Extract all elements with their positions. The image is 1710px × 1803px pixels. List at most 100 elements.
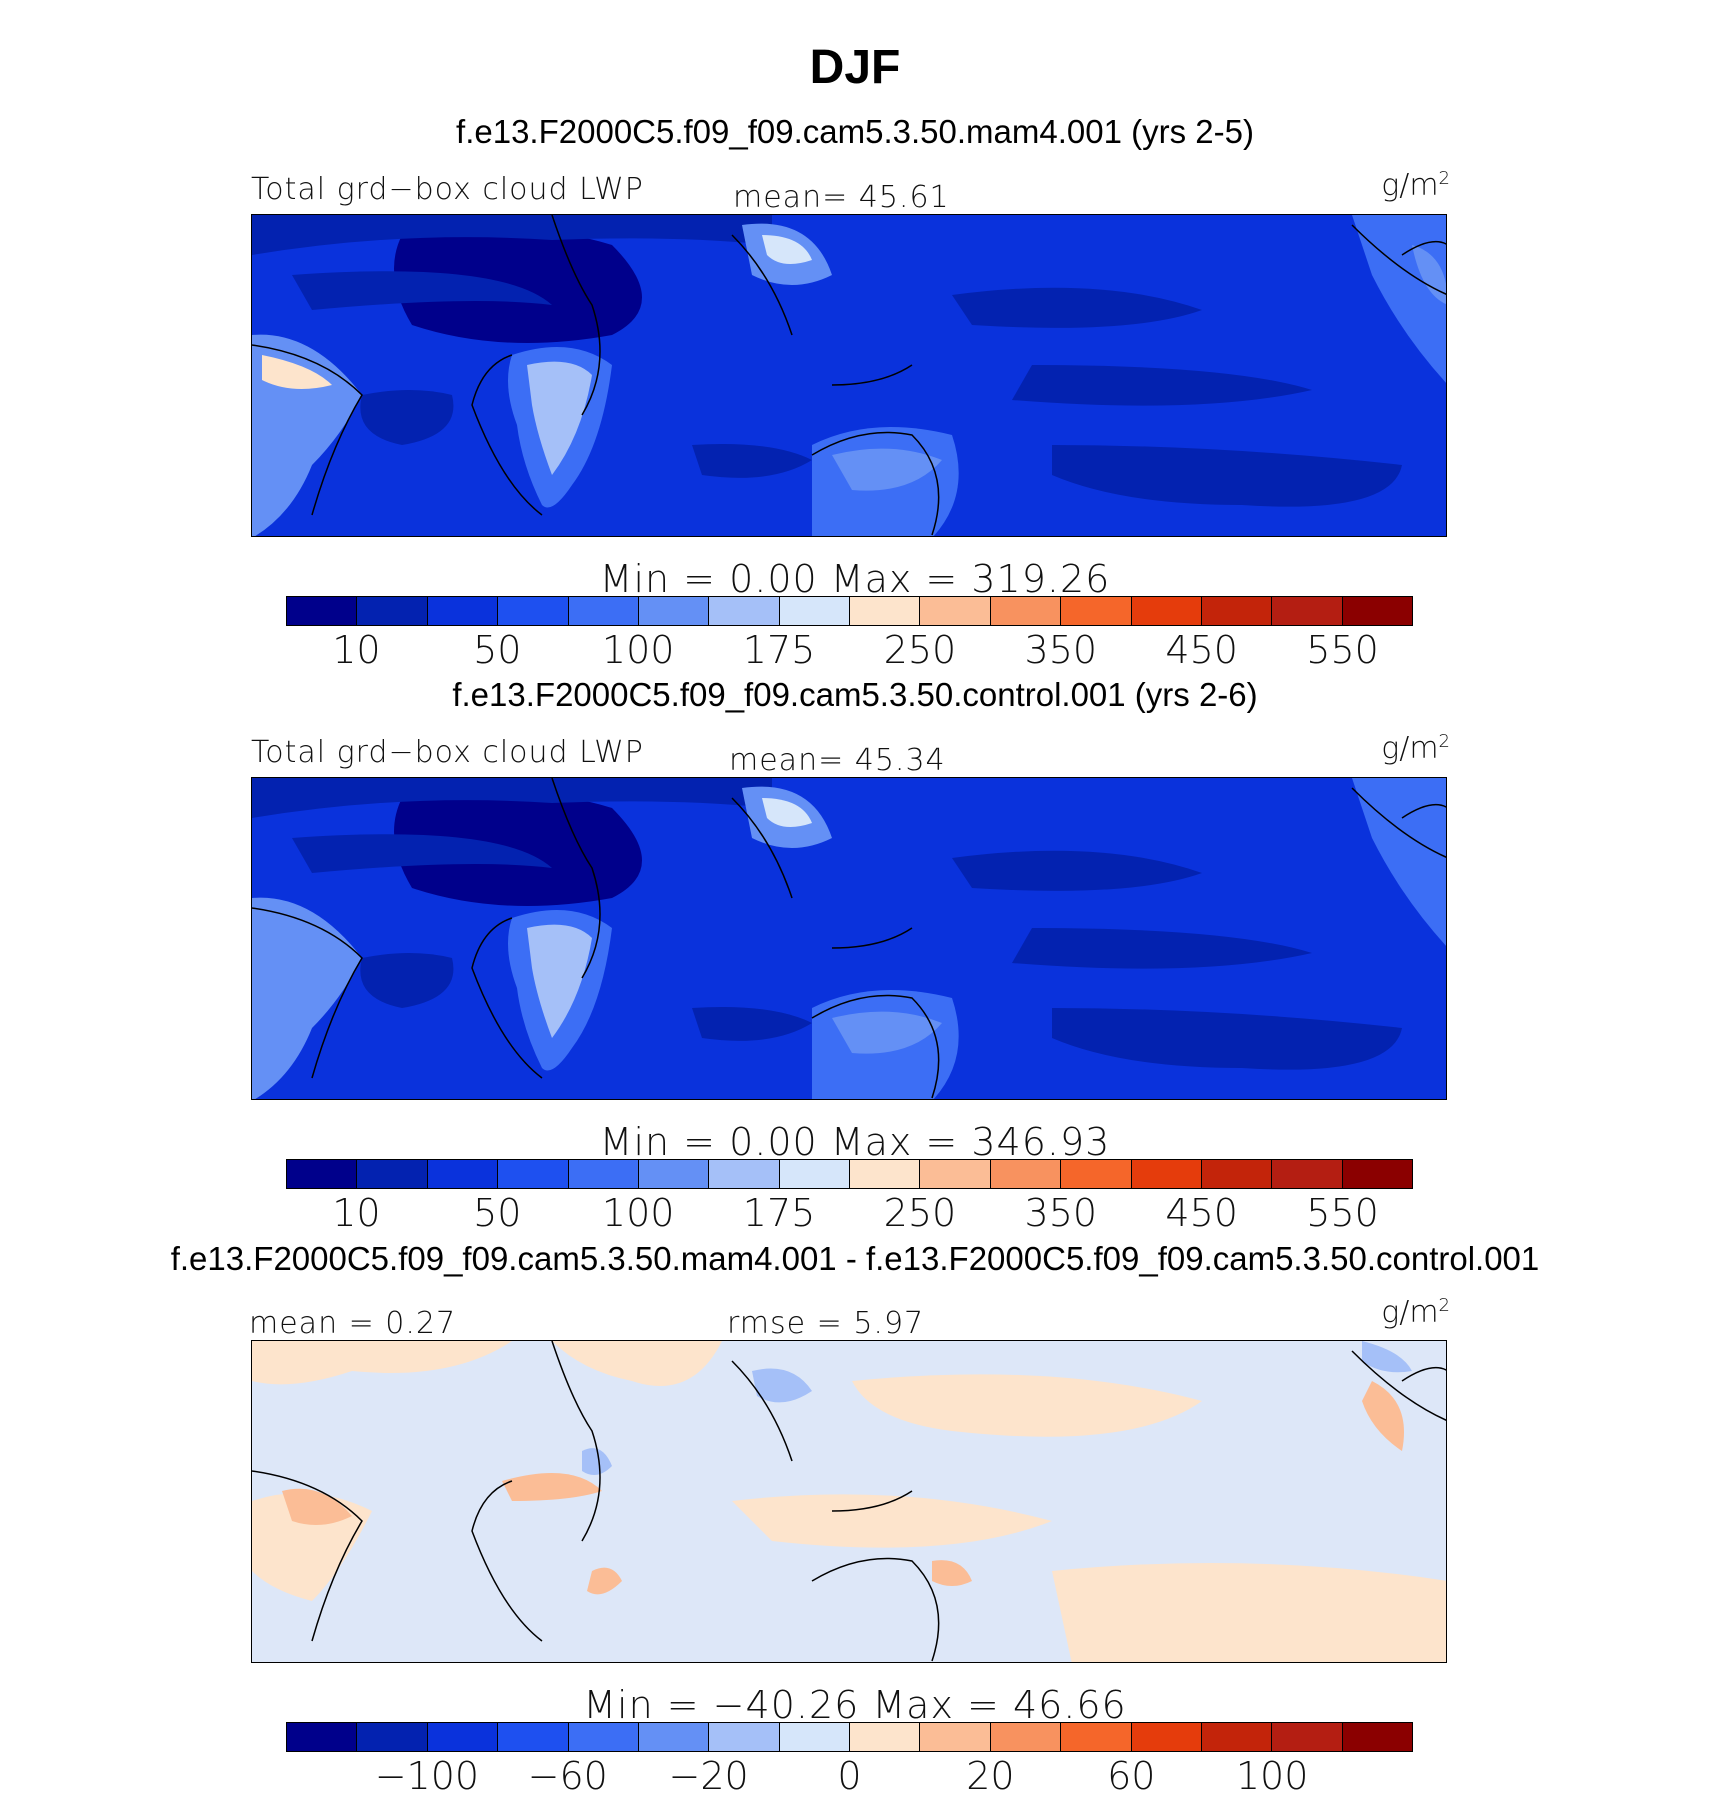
colorbar-swatch (498, 1160, 569, 1188)
colorbar-tick-label: 250 (883, 1191, 957, 1235)
panel-3-header: f.e13.F2000C5.f09_f09.cam5.3.50.mam4.001… (170, 1240, 1540, 1277)
colorbar-swatch (990, 597, 1062, 625)
panel-1-map (251, 214, 1447, 537)
colorbar-tick-label: −20 (668, 1754, 749, 1798)
colorbar-tick-label: 175 (742, 628, 816, 672)
colorbar-tick-label: 100 (601, 1191, 675, 1235)
colorbar-swatch (1272, 597, 1343, 625)
colorbar-swatch (427, 1160, 499, 1188)
colorbar-swatch (357, 597, 428, 625)
panel-1-header: f.e13.F2000C5.f09_f09.cam5.3.50.mam4.001… (456, 113, 1254, 150)
colorbar-swatch (638, 597, 710, 625)
colorbar-swatch (1131, 1160, 1202, 1188)
colorbar-tick-label: 60 (1107, 1754, 1156, 1798)
colorbar-swatch (920, 597, 991, 625)
colorbar-swatch (850, 597, 921, 625)
panel-3-mean-label: mean = 0.27 (249, 1306, 457, 1341)
colorbar-tick-label: 350 (1024, 628, 1098, 672)
colorbar-tick-label: 10 (332, 1191, 381, 1235)
colorbar-swatch (1201, 1160, 1273, 1188)
pacific-low (952, 287, 1202, 328)
figure-title: DJF (809, 41, 901, 94)
colorbar-tick-label: −100 (374, 1754, 480, 1798)
colorbar-swatch (287, 597, 358, 625)
colorbar-swatch (779, 597, 850, 625)
coastlines (252, 1341, 1446, 1662)
panel-2-map (251, 777, 1447, 1100)
colorbar-swatch (709, 1160, 780, 1188)
colorbar-swatch (850, 1723, 921, 1751)
colorbar-swatch (920, 1160, 991, 1188)
colorbar-tick-label: 250 (883, 628, 957, 672)
coastlines (252, 778, 1446, 1099)
colorbar-swatch (287, 1723, 358, 1751)
panel-3-minmax: Min = −40.26 Max = 46.66 (583, 1683, 1127, 1727)
colorbar-swatch (427, 1723, 499, 1751)
colorbar-swatch (709, 1723, 780, 1751)
colorbar-swatch (357, 1723, 428, 1751)
colorbar-swatch (920, 1723, 991, 1751)
panel-1-units: g/m2 (1381, 168, 1450, 203)
sahara-low (394, 227, 642, 343)
colorbar-tick-label: 450 (1165, 1191, 1238, 1235)
colorbar-swatch (287, 1160, 358, 1188)
panel-3-rmse-label: rmse = 5.97 (727, 1306, 925, 1341)
colorbar-tick-label: 0 (837, 1754, 862, 1798)
colorbar-swatch (1272, 1160, 1343, 1188)
colorbar-tick-label: 350 (1024, 1191, 1098, 1235)
colorbar-swatch (1061, 1723, 1132, 1751)
colorbar-tick-label: 20 (966, 1754, 1015, 1798)
colorbar-swatch (779, 1723, 850, 1751)
colorbar-swatch (990, 1723, 1062, 1751)
colorbar-swatch (1201, 597, 1273, 625)
colorbar-swatch (1342, 1723, 1412, 1751)
colorbar-swatch (709, 597, 780, 625)
colorbar-tick-label: 100 (601, 628, 675, 672)
colorbar-swatch (1201, 1723, 1273, 1751)
colorbar-tick-label: 100 (1235, 1754, 1309, 1798)
colorbar-swatch (1342, 597, 1412, 625)
panel-3-units: g/m2 (1381, 1295, 1450, 1330)
panel-3-colorbar (286, 1722, 1413, 1752)
coastlines (252, 215, 1446, 536)
colorbar-swatch (568, 1723, 639, 1751)
colorbar-swatch (638, 1160, 710, 1188)
colorbar-tick-label: 10 (332, 628, 381, 672)
colorbar-tick-label: 450 (1165, 628, 1238, 672)
colorbar-swatch (638, 1723, 710, 1751)
panel-1-mean-label: mean= 45.61 (733, 180, 950, 215)
colorbar-swatch (568, 1160, 639, 1188)
panel-2-colorbar (286, 1159, 1413, 1189)
colorbar-swatch (1061, 1160, 1132, 1188)
panel-3-map (251, 1340, 1447, 1663)
colorbar-swatch (1061, 597, 1132, 625)
panel-1-minmax: Min = 0.00 Max = 319.26 (599, 557, 1111, 601)
colorbar-swatch (498, 597, 569, 625)
colorbar-swatch (568, 597, 639, 625)
panel-1-variable-label: Total grd−box cloud LWP (251, 172, 644, 207)
panel-3-colorbar-ticks: −100 −60 −20 0 20 60 100 (286, 1754, 1413, 1798)
colorbar-tick-label: 175 (742, 1191, 816, 1235)
panel-3-map-field (252, 1341, 1446, 1662)
colorbar-swatch (779, 1160, 850, 1188)
colorbar-swatch (1272, 1723, 1343, 1751)
panel-1-map-field (252, 215, 1446, 536)
panel-1-colorbar (286, 596, 1413, 626)
colorbar-tick-label: 50 (473, 1191, 522, 1235)
colorbar-swatch (1342, 1160, 1412, 1188)
colorbar-swatch (1131, 1723, 1202, 1751)
colorbar-tick-label: 550 (1306, 1191, 1379, 1235)
panel-2-variable-label: Total grd−box cloud LWP (251, 735, 644, 770)
colorbar-tick-label: −60 (527, 1754, 608, 1798)
colorbar-tick-label: 50 (473, 628, 522, 672)
panel-2-header: f.e13.F2000C5.f09_f09.cam5.3.50.control.… (452, 676, 1258, 713)
panel-1-colorbar-ticks: 10 50 100 175 250 350 450 550 (286, 628, 1413, 672)
north-low (252, 215, 772, 255)
colorbar-swatch (427, 597, 499, 625)
panel-2-units: g/m2 (1381, 731, 1450, 766)
colorbar-swatch (1131, 597, 1202, 625)
colorbar-swatch (850, 1160, 921, 1188)
panel-2-mean-label: mean= 45.34 (729, 743, 946, 778)
colorbar-swatch (357, 1160, 428, 1188)
colorbar-swatch (990, 1160, 1062, 1188)
